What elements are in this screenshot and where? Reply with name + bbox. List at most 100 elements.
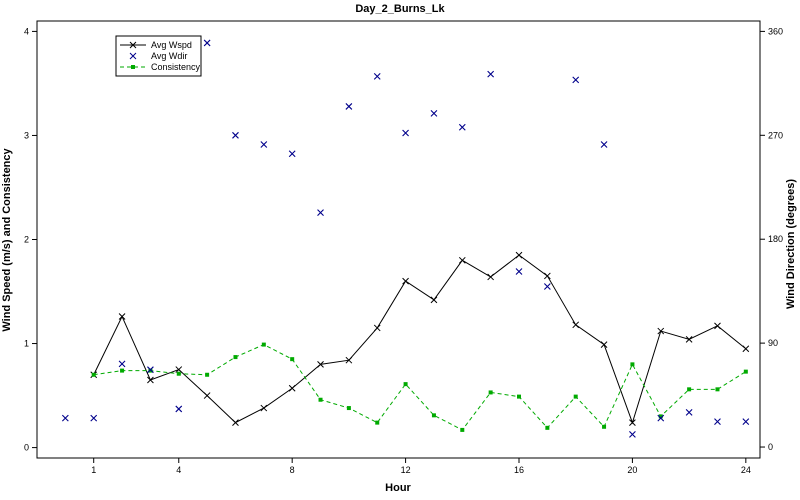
consistency-line (93, 344, 747, 431)
consistency-point (715, 387, 720, 392)
consistency-point (261, 342, 266, 347)
y-right-axis-title: Wind Direction (degrees) (785, 179, 797, 309)
wspd-point (600, 341, 608, 348)
wdir-point (147, 366, 154, 374)
consistency-point (545, 425, 550, 430)
consistency-point (630, 362, 635, 367)
x-tick-label: 20 (627, 465, 637, 475)
wdir-point (288, 150, 296, 158)
wdir-point (742, 418, 750, 426)
y-right-tick-label: 360 (768, 26, 783, 36)
wspd-line (93, 254, 747, 425)
consistency-point (176, 371, 181, 376)
wdir-point (629, 430, 636, 438)
wdir-point (260, 141, 268, 148)
consistency-point (403, 382, 408, 387)
wspd-point (118, 313, 126, 320)
wspd-point (515, 251, 523, 259)
wspd-point (232, 419, 239, 426)
x-tick-label: 12 (401, 465, 411, 475)
plot-frame (36, 20, 761, 459)
y-left-tick-label: 0 (24, 443, 29, 453)
chart-title: Day_2_Burns_Lk (355, 3, 445, 15)
wspd-point (543, 272, 551, 280)
wdir-point (203, 39, 211, 47)
y-left-tick-label: 1 (24, 339, 29, 349)
consistency-point (743, 369, 748, 374)
wdir-point (458, 123, 466, 131)
consistency-point (120, 368, 125, 373)
wdir-point (572, 76, 580, 84)
wdir-point (600, 141, 608, 148)
y-right-tick-label: 0 (768, 442, 773, 452)
legend-wspd-label: Avg Wspd (151, 40, 192, 50)
y-left-tick-label: 4 (24, 26, 29, 36)
consistency-point (602, 424, 607, 429)
legend-wdir-label: Avg Wdir (151, 51, 187, 61)
wdir-point (118, 360, 126, 368)
y-right-tick-label: 180 (768, 234, 783, 244)
consistency-point (91, 372, 96, 377)
wspd-point (629, 419, 636, 426)
wdir-point (175, 405, 183, 413)
consistency-point (290, 357, 295, 362)
y-right-tick-label: 90 (768, 338, 778, 348)
wspd-point (260, 404, 268, 412)
x-tick-label: 16 (514, 465, 524, 475)
wspd-point (714, 322, 721, 330)
consistency-point (375, 420, 380, 425)
consistency-point (573, 394, 578, 399)
x-axis-title: Hour (385, 482, 411, 494)
legend-wdir-marker (129, 52, 137, 60)
wspd-point (402, 277, 409, 285)
wspd-point (147, 376, 154, 384)
wspd-point (317, 361, 324, 368)
wspd-point (572, 321, 580, 329)
consistency-point (205, 372, 210, 377)
wdir-point (714, 418, 721, 426)
consistency-point (148, 368, 153, 373)
wspd-point (203, 392, 211, 399)
x-tick-label: 24 (741, 465, 751, 475)
x-tick-label: 4 (176, 465, 181, 475)
wdir-point (515, 268, 523, 275)
wdir-point (90, 414, 98, 422)
wdir-point (402, 129, 409, 137)
wspd-point (487, 273, 495, 281)
wdir-point (543, 283, 551, 290)
y-right-tick-label: 270 (768, 130, 783, 140)
consistency-point (517, 394, 521, 399)
legend-consistency-label: Consistency (151, 62, 201, 72)
consistency-point (488, 390, 493, 395)
consistency-point (346, 406, 351, 411)
consistency-point (658, 414, 663, 419)
y-left-tick-label: 3 (24, 130, 29, 140)
y-left-axis-title: Wind Speed (m/s) and Consistency (1, 147, 13, 331)
wspd-point (657, 327, 665, 335)
wspd-point (345, 356, 353, 364)
wspd-point (458, 256, 466, 264)
wdir-point (373, 73, 381, 80)
wspd-point (685, 336, 693, 343)
legend-wspd-marker (129, 41, 137, 49)
x-tick-label: 1 (91, 465, 96, 475)
wdir-point (232, 131, 239, 139)
consistency-point (431, 413, 436, 418)
series-layer (61, 39, 750, 438)
wdir-point (345, 103, 353, 110)
wdir-point (317, 209, 324, 217)
wspd-point (288, 384, 296, 392)
legend: Avg Wspd Avg Wdir Consistency (115, 35, 202, 77)
wspd-point (373, 324, 381, 332)
x-tick-label: 8 (290, 465, 295, 475)
consistency-point (460, 427, 465, 432)
wdir-point (61, 414, 69, 422)
consistency-point (318, 397, 323, 402)
consistency-point (233, 355, 238, 360)
y-right-axis: 0 90 180 270 360 (760, 26, 783, 452)
wspd-point (175, 366, 183, 373)
y-left-tick-label: 2 (24, 235, 29, 245)
wdir-point (487, 70, 495, 78)
y-left-axis: 0 1 2 3 4 (24, 26, 37, 453)
